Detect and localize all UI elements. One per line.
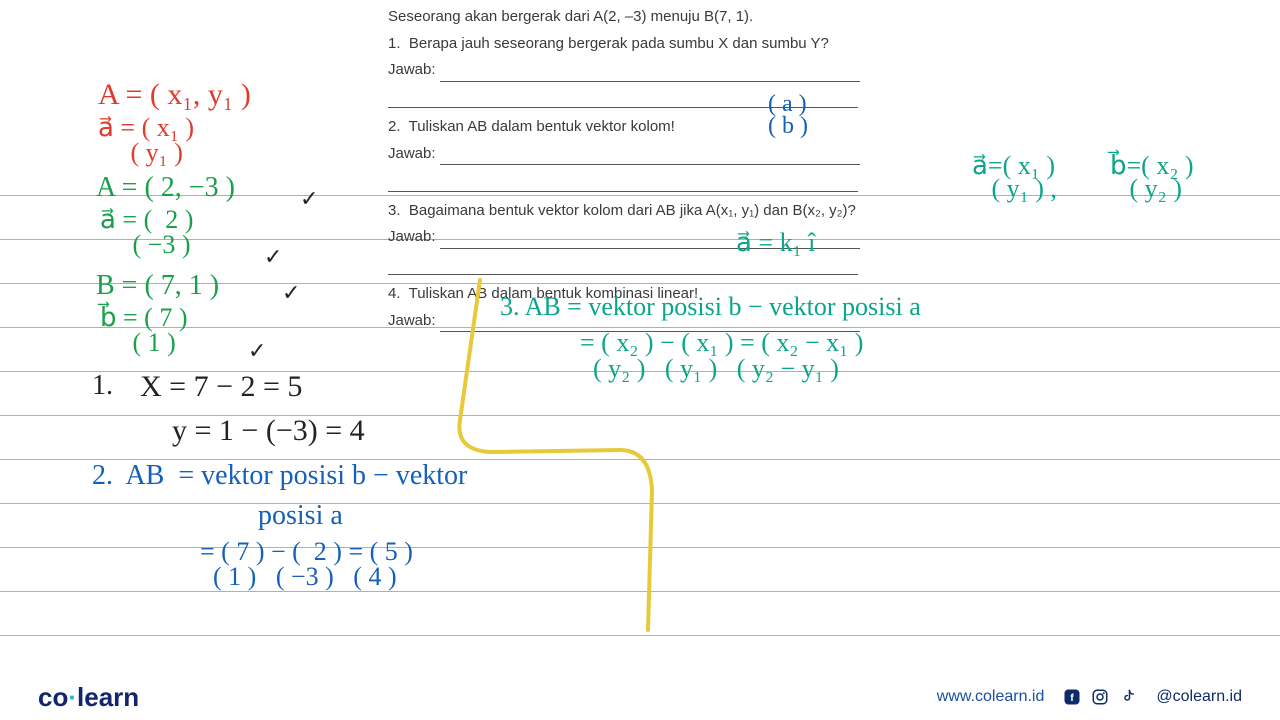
hw-b-point-val: B = ( 7, 1 ) — [96, 270, 219, 302]
q3-num: 3. — [388, 202, 401, 219]
q4-num: 4. — [388, 285, 401, 302]
instagram-icon[interactable] — [1090, 687, 1110, 707]
social-icons: f — [1062, 687, 1138, 707]
printed-question-block: Seseorang akan bergerak dari A(2, –3) me… — [388, 6, 968, 336]
hw-a-vec-gen: a⃗ = ( x₁ ) ( y₁ ) — [98, 116, 194, 165]
hw-ans3-label: 3. AB = vektor posisi b − vektor posisi … — [500, 292, 921, 322]
q3-text: Bagaimana bentuk vektor kolom dari AB ji… — [409, 202, 856, 219]
printed-intro: Seseorang akan bergerak dari A(2, –3) me… — [388, 6, 968, 29]
site-url[interactable]: www.colearn.id — [937, 688, 1045, 706]
hw-tick-4: ✓ — [248, 338, 266, 364]
q2-num: 2. — [388, 118, 401, 135]
hw-ans3-calc: = ( x₂ ) − ( x₁ ) = ( x₂ − x₁ ) ( y₂ ) (… — [580, 330, 863, 382]
hw-tick-3: ✓ — [282, 280, 300, 306]
facebook-icon[interactable]: f — [1062, 687, 1082, 707]
logo-co: co — [38, 682, 68, 712]
footer-right: www.colearn.id f @colearn.id — [937, 687, 1242, 707]
hw-a-point-def: A = ( x₁, y₁ ) — [98, 78, 251, 112]
hw-tick-1: ✓ — [300, 186, 318, 212]
q2-blank-2 — [388, 178, 858, 192]
social-handle[interactable]: @colearn.id — [1156, 688, 1242, 706]
logo: co·learn — [38, 682, 139, 713]
logo-dot: · — [68, 682, 77, 712]
q3-answer-label: Jawab: — [388, 228, 436, 245]
q2-blank-1 — [440, 151, 860, 165]
hw-ans2-line1: 2. AB = vektor posisi b − vektor — [92, 460, 467, 492]
q1-num: 1. — [388, 35, 401, 52]
hw-q3-b: b⃗=( x₂ ) ( y₂ ) — [1110, 154, 1194, 201]
hw-ans1-y: y = 1 − (−3) = 4 — [172, 414, 365, 448]
hw-tick-2: ✓ — [264, 244, 282, 270]
svg-text:f: f — [1071, 692, 1075, 704]
hw-ans1-x: X = 7 − 2 = 5 — [140, 370, 302, 404]
hw-a-vec-val: a⃗ = ( 2 ) ( −3 ) — [100, 208, 193, 257]
q1-blank-1 — [440, 68, 860, 82]
q2-text: Tuliskan AB dalam bentuk vektor kolom! — [409, 118, 675, 135]
footer: co·learn www.colearn.id f @colearn.id — [0, 674, 1280, 720]
q1-text: Berapa jauh seseorang bergerak pada sumb… — [409, 35, 829, 52]
hw-ans1-num: 1. — [92, 370, 113, 402]
hw-a-point-val: A = ( 2, −3 ) — [96, 172, 235, 204]
hw-ans2-line2: posisi a — [258, 500, 343, 532]
q4-answer-label: Jawab: — [388, 312, 436, 329]
tiktok-icon[interactable] — [1118, 687, 1138, 707]
q1-answer-label: Jawab: — [388, 61, 436, 78]
q2-answer-label: Jawab: — [388, 145, 436, 162]
hw-q3-a: a⃗=( x₁ ) ( y₁ ) , — [972, 154, 1057, 201]
hw-b-vec-val: b⃗ = ( 7 ) ( 1 ) — [100, 306, 187, 355]
hw-ans2-calc: = ( 7 ) − ( 2 ) = ( 5 ) ( 1 ) ( −3 ) ( 4… — [200, 540, 413, 589]
hw-q2-margin: ( a ) ( b ) — [768, 94, 808, 137]
q3-blank-2 — [388, 261, 858, 275]
logo-learn: learn — [77, 682, 139, 712]
hw-q4-linear: a⃗ = k₁ î — [736, 228, 815, 258]
